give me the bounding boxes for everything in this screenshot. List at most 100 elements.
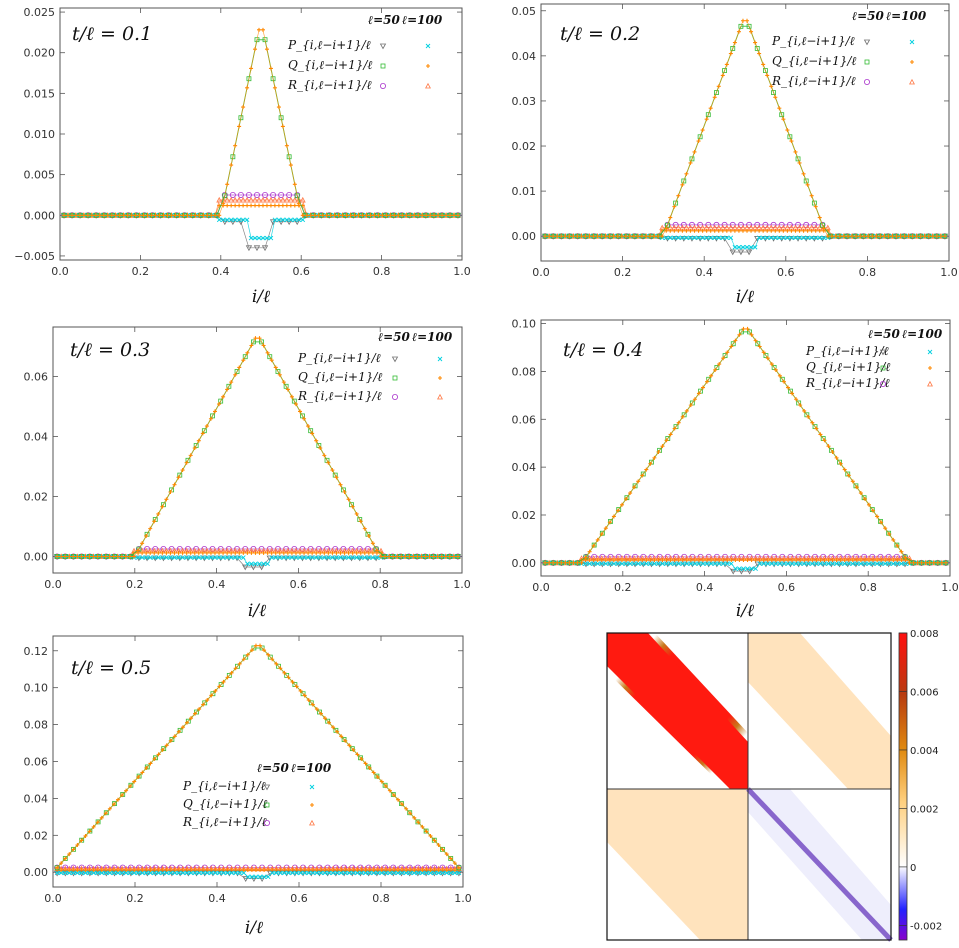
q-l100-low-point bbox=[140, 868, 145, 873]
q-l100-point bbox=[899, 549, 904, 554]
q-l100-point bbox=[322, 453, 327, 458]
q-l100-point bbox=[745, 326, 750, 331]
legend-col-l50: ℓ=50 bbox=[257, 761, 290, 775]
q-l100-low-point bbox=[761, 557, 766, 562]
q-l100-low-point bbox=[257, 203, 262, 208]
q-l100-low-point bbox=[273, 550, 278, 555]
q-l100-low-point bbox=[277, 550, 282, 555]
q-l50-point bbox=[238, 115, 244, 121]
q-l100-low-point bbox=[708, 228, 713, 233]
p-l100-point bbox=[342, 555, 347, 560]
x-tick-label: 0.0 bbox=[44, 892, 62, 905]
heatmap-panel: 0.008 0.006 0.004 0.002 0 -0.002 bbox=[606, 629, 942, 942]
q-l100-point bbox=[914, 234, 919, 239]
q-l100-low-point bbox=[172, 550, 177, 555]
q-l100-low-point bbox=[732, 228, 737, 233]
p-l100-point bbox=[79, 870, 84, 876]
q-l100-point bbox=[724, 62, 729, 67]
q-l100-point bbox=[644, 234, 649, 239]
p-l100-point bbox=[846, 561, 852, 566]
q-l100-point bbox=[403, 554, 408, 559]
q-l100-low-point bbox=[160, 550, 165, 555]
x-tick-label: 0.0 bbox=[51, 265, 69, 278]
series-layer bbox=[53, 643, 463, 883]
q-l100-low-point bbox=[887, 557, 892, 562]
q-l50-point bbox=[128, 782, 134, 788]
colorbar-tick-label: 0.004 bbox=[910, 746, 939, 757]
q-l100-point bbox=[378, 554, 383, 559]
q-l100-point bbox=[930, 234, 935, 239]
p-l100-point bbox=[660, 561, 665, 566]
q-l100-point bbox=[740, 18, 745, 23]
q-l100-low-point bbox=[241, 203, 246, 208]
p-l100-point bbox=[252, 235, 258, 241]
plot-frame bbox=[59, 7, 463, 261]
p-l100-point bbox=[720, 235, 726, 241]
q-l100-low-point bbox=[628, 557, 633, 562]
p-l100-point bbox=[188, 555, 194, 560]
q-l100-low-point bbox=[268, 203, 273, 208]
q-l100-point bbox=[431, 554, 436, 559]
p-l100-point bbox=[748, 244, 754, 250]
q-l100-point bbox=[141, 213, 146, 218]
q-l100-point bbox=[160, 504, 165, 509]
r-l50-point bbox=[237, 191, 244, 198]
q-l50-point bbox=[640, 471, 646, 477]
legend-marker-q-l100 bbox=[910, 60, 914, 64]
q-l100-point bbox=[241, 657, 246, 662]
p-l100-point bbox=[288, 217, 294, 223]
p-l100-point bbox=[236, 217, 242, 223]
q-l100-point bbox=[125, 213, 130, 218]
q-l50-point bbox=[861, 495, 867, 501]
q-l100-point bbox=[705, 379, 710, 384]
p-l100-point bbox=[313, 555, 319, 560]
q-l100-low-point bbox=[265, 550, 270, 555]
x-tick-label: 0.4 bbox=[208, 578, 226, 591]
q-l100-point bbox=[432, 213, 437, 218]
q-l100-low-point bbox=[664, 557, 669, 562]
q-l100-low-point bbox=[396, 868, 401, 873]
legend-col-l100: ℓ=100 bbox=[886, 9, 927, 23]
q-l100-point bbox=[372, 213, 377, 218]
q-l50-point bbox=[624, 495, 630, 501]
q-l50-point bbox=[286, 154, 292, 160]
y-tick-label: 0.00 bbox=[24, 551, 49, 564]
q-l100-point bbox=[140, 541, 145, 546]
q-l100-low-point bbox=[700, 557, 705, 562]
q-l50-point bbox=[722, 353, 728, 358]
y-tick-label: 0.02 bbox=[512, 140, 537, 153]
panel-t05: 0.0 0.2 0.4 0.6 0.8 1.0 0.00 0.02 0.04 0.06 0.08 0.… bbox=[24, 635, 472, 938]
q-l100-low-point bbox=[107, 868, 112, 873]
p-l100-point bbox=[676, 561, 682, 566]
q-l100-low-point bbox=[587, 557, 592, 562]
q-l100-low-point bbox=[225, 203, 230, 208]
p-l100-point bbox=[672, 235, 677, 241]
q-l100-low-point bbox=[692, 228, 697, 233]
q-l100-point bbox=[77, 213, 82, 218]
p-l100-point bbox=[83, 870, 88, 876]
q-l50-point bbox=[795, 156, 801, 162]
q-l100-point bbox=[395, 554, 400, 559]
q-l50-point bbox=[730, 341, 736, 347]
p-l100-point bbox=[663, 235, 669, 241]
q-l100-low-point bbox=[595, 557, 600, 562]
q-l100-low-point bbox=[736, 228, 741, 233]
q-l100-point bbox=[324, 213, 329, 218]
p-l50-point bbox=[245, 245, 253, 252]
p-l100-point bbox=[71, 870, 76, 876]
r-l100-point bbox=[283, 196, 290, 203]
p-l100-point bbox=[355, 870, 360, 876]
q-l100-low-point bbox=[428, 868, 433, 873]
p-l50-point bbox=[447, 870, 454, 877]
p-l100-point bbox=[631, 561, 637, 566]
q-l100-point bbox=[161, 213, 166, 218]
q-l100-point bbox=[192, 446, 197, 451]
legend-col-l100: ℓ=100 bbox=[902, 327, 943, 341]
legend: ℓ=50 ℓ=100 P_{i,ℓ−i+1}/ℓ Q_{i,ℓ−i+1}/ℓ R… bbox=[182, 761, 332, 829]
legend-marker-r-l100 bbox=[437, 393, 443, 400]
q-l100-point bbox=[603, 234, 608, 239]
q-l100-low-point bbox=[75, 868, 80, 873]
q-l100-point bbox=[830, 450, 835, 455]
q-l100-point bbox=[75, 843, 80, 848]
q-l100-point bbox=[854, 234, 859, 239]
